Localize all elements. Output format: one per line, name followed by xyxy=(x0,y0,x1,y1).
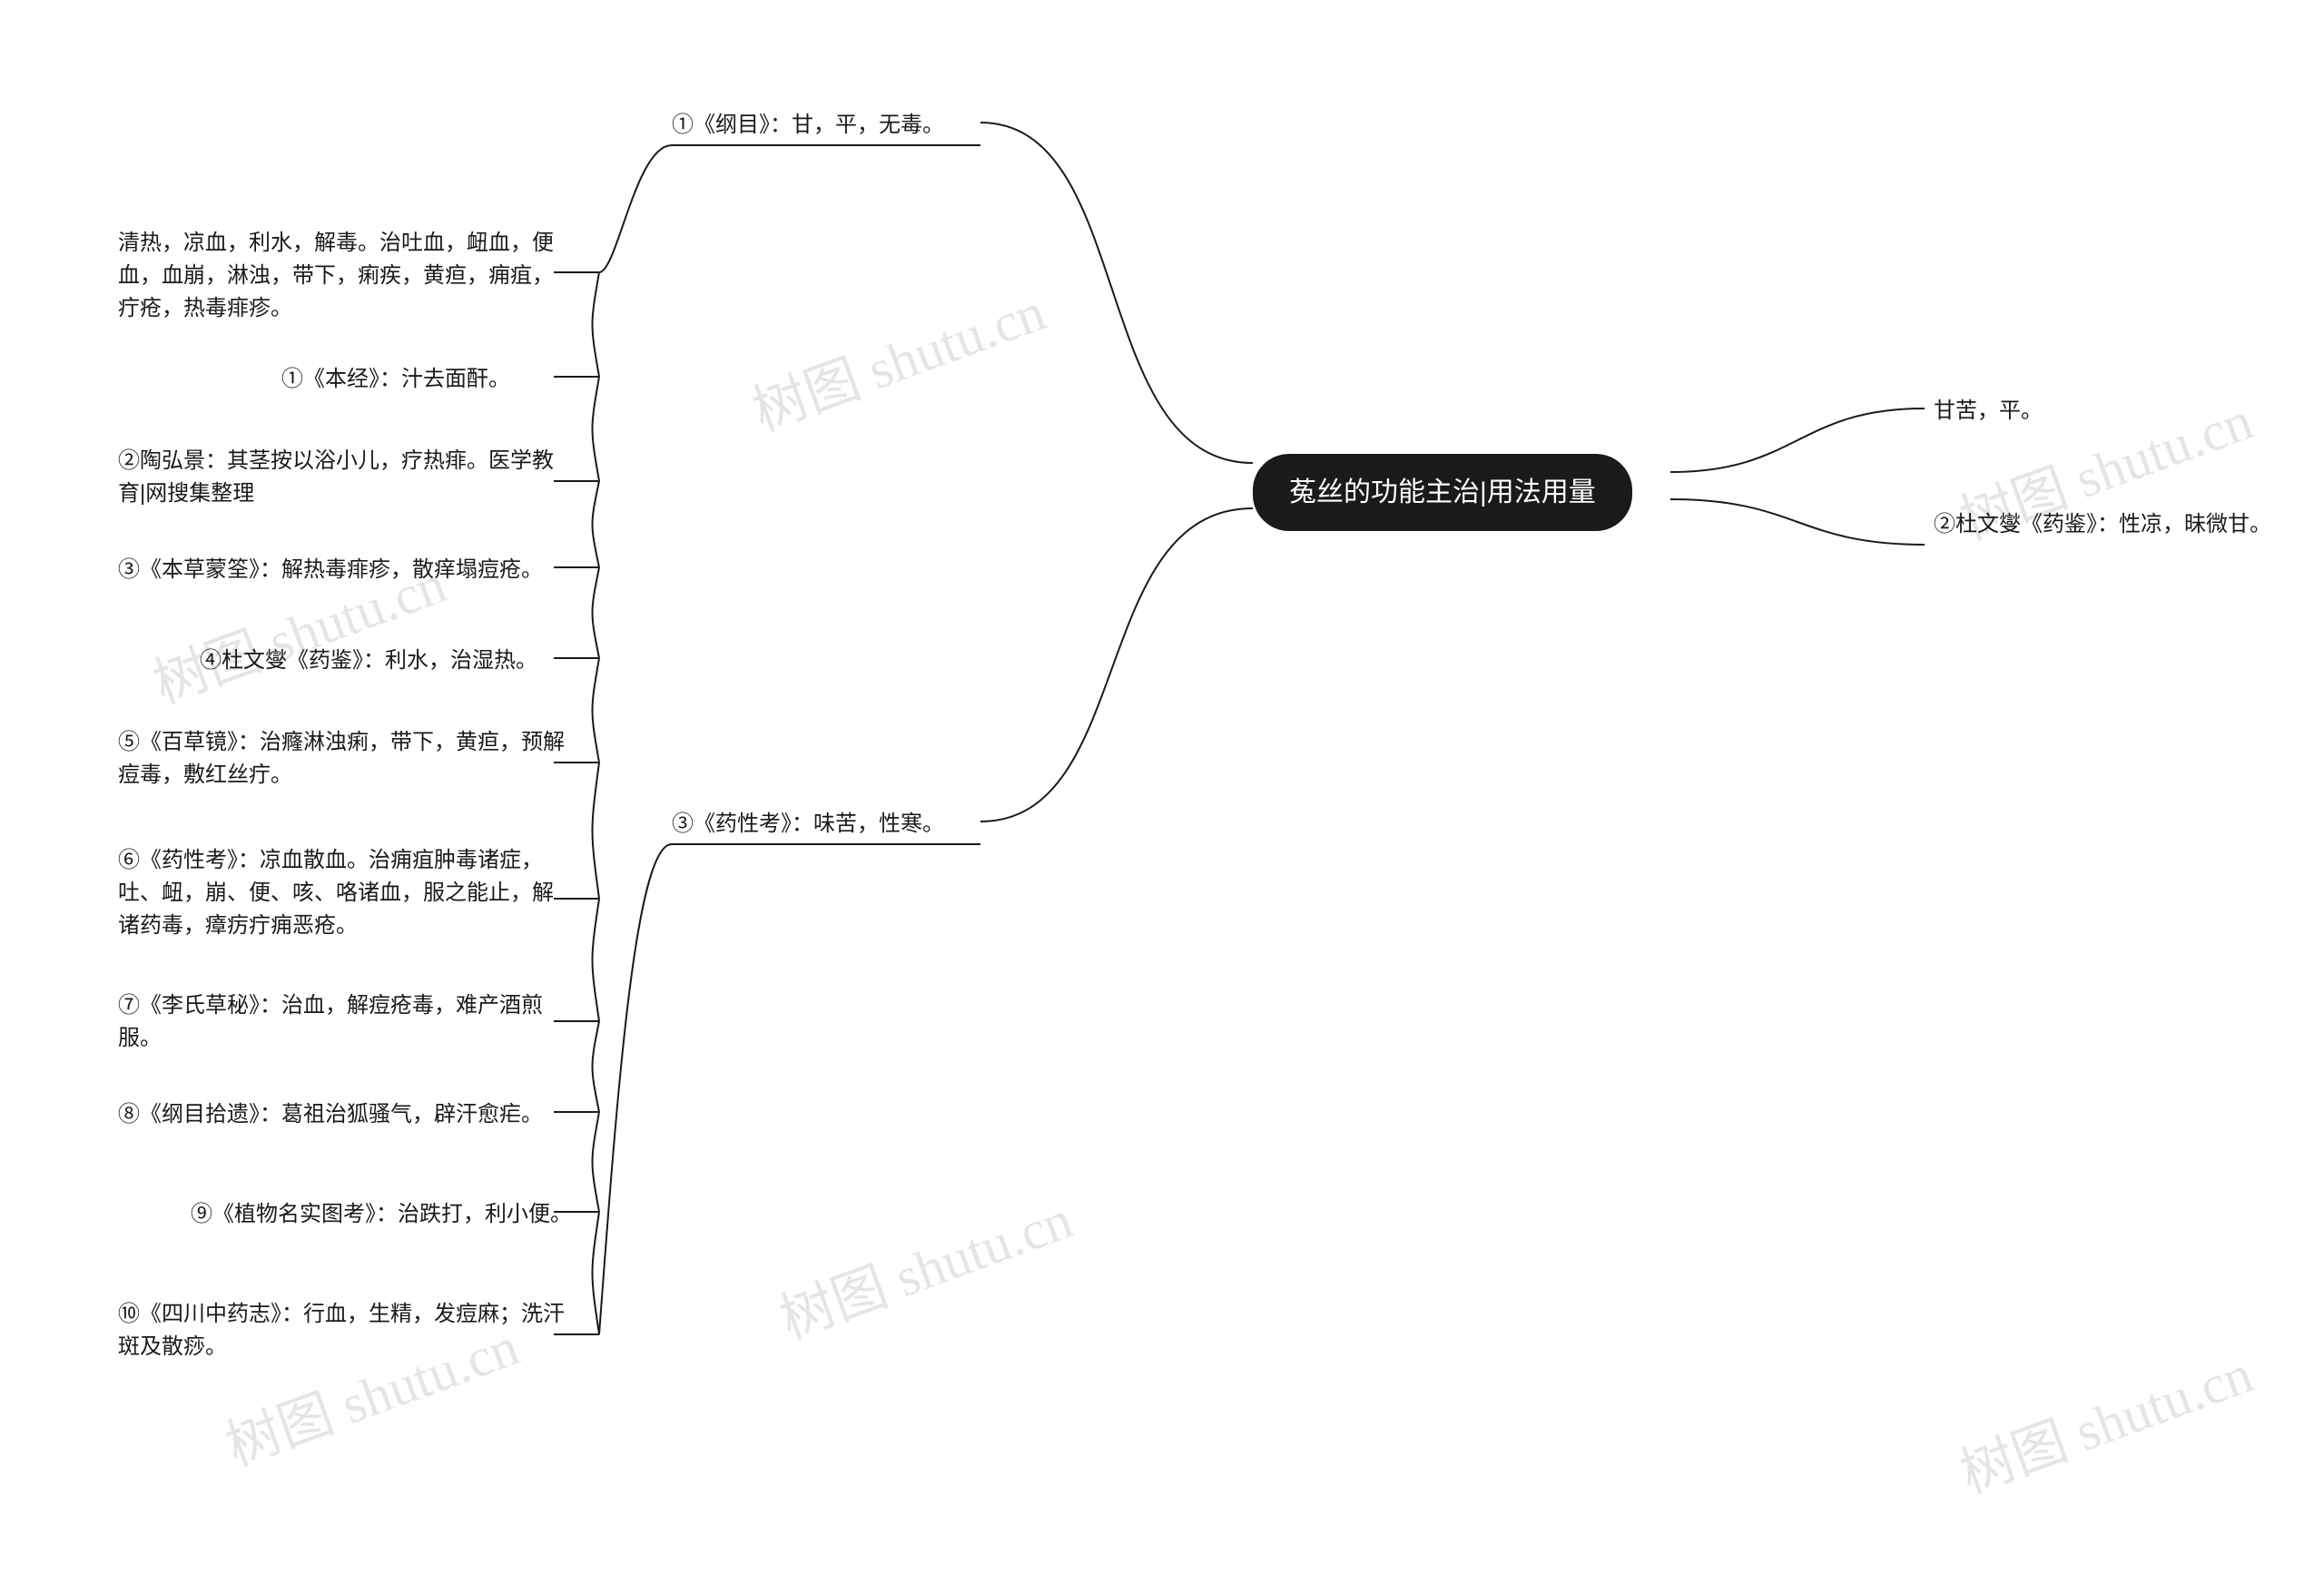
left-leaf-9: ⑨《植物名实图考》：治跌打，利小便。 xyxy=(191,1198,572,1231)
left-leaf-4: ④杜文燮《药鉴》：利水，治湿热。 xyxy=(200,644,537,677)
watermark: 树图 shutu.cn xyxy=(767,1176,1081,1354)
edge-center-mid xyxy=(980,123,1253,822)
center-node: 菟丝的功能主治|用法用量 xyxy=(1253,454,1632,531)
left-leaf-8: ⑧《纲目拾遗》：葛祖治狐骚气，辟汗愈疟。 xyxy=(118,1098,543,1131)
mid-leaf-0: ①《纲目》：甘，平，无毒。 xyxy=(672,109,944,142)
mid-leaf-1: ③《药性考》：味苦，性寒。 xyxy=(672,808,944,841)
left-leaf-5: ⑤《百草镜》：治癃淋浊痢，带下，黄疸，预解痘毒，敷红丝疔。 xyxy=(118,726,572,792)
left-leaf-3: ③《本草蒙筌》：解热毒痱疹，散痒塌痘疮。 xyxy=(118,554,543,586)
watermark: 树图 shutu.cn xyxy=(1947,1330,2261,1509)
left-leaf-10: ⑩《四川中药志》：行血，生精，发痘麻；洗汗斑及散痧。 xyxy=(118,1298,572,1363)
watermark: 树图 shutu.cn xyxy=(740,268,1054,447)
left-leaf-7: ⑦《李氏草秘》：治血，解痘疮毒，难产酒煎服。 xyxy=(118,989,572,1055)
left-leaf-2: ②陶弘景：其茎按以浴小儿，疗热痱。医学教育|网搜集整理 xyxy=(118,445,572,510)
left-leaf-1: ①《本经》：汁去面酐。 xyxy=(281,363,510,396)
left-leaf-6: ⑥《药性考》：凉血散血。治痈疽肿毒诸症，吐、衄，崩、便、咳、咯诸血，服之能止，解… xyxy=(118,844,572,942)
right-leaf-0: 甘苦，平。 xyxy=(1934,395,2043,428)
right-leaf-1: ②杜文燮《药鉴》：性凉，昧微甘。 xyxy=(1934,508,2271,541)
edge-center-right xyxy=(1670,408,1925,545)
left-leaf-0: 清热，凉血，利水，解毒。治吐血，衄血，便血，血崩，淋浊，带下，痢疾，黄疸，痈疽，… xyxy=(118,227,572,325)
